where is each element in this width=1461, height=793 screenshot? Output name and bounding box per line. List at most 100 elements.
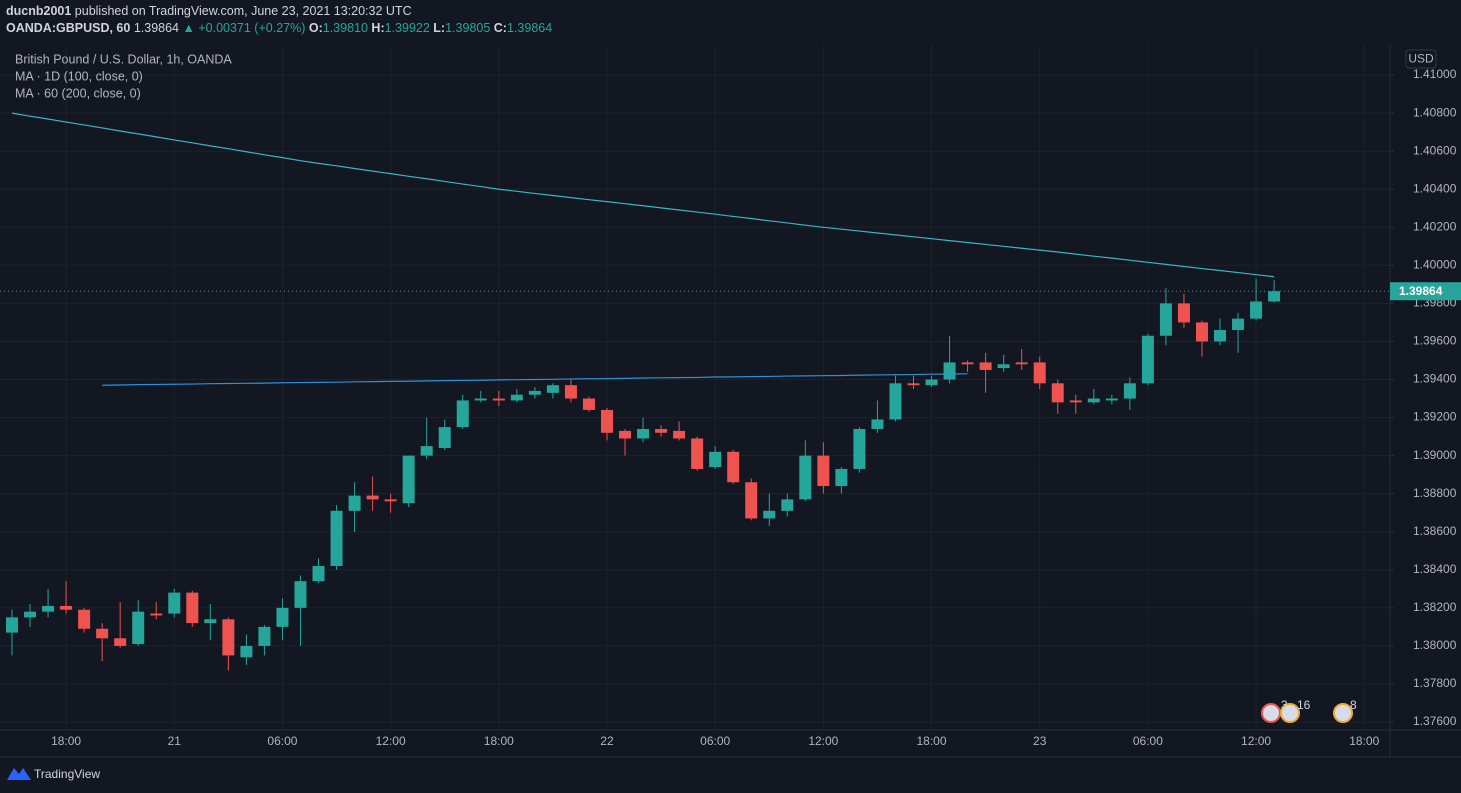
candle-body xyxy=(871,419,884,429)
symbol: OANDA:GBPUSD, 60 xyxy=(6,21,130,35)
candle-body xyxy=(60,605,73,610)
event-count: 16 xyxy=(1297,698,1311,712)
y-tick-label: 1.37600 xyxy=(1413,714,1457,728)
candle-body xyxy=(1250,301,1263,319)
event-icon[interactable] xyxy=(1280,703,1300,723)
last-price-badge xyxy=(1390,282,1461,301)
y-tick-label: 1.39400 xyxy=(1413,372,1457,386)
x-tick-label: 23 xyxy=(1033,734,1047,748)
candle-body xyxy=(1033,362,1046,384)
candle-body xyxy=(312,565,325,582)
y-tick-label: 1.40200 xyxy=(1413,219,1457,233)
event-count: 8 xyxy=(1350,698,1357,712)
publish-line: ducnb2001 published on TradingView.com, … xyxy=(6,4,412,18)
candle-body xyxy=(979,362,992,370)
y-tick-label: 1.40000 xyxy=(1413,258,1457,272)
close: 1.39864 xyxy=(507,21,552,35)
candle-body xyxy=(96,628,109,639)
grid: 1.37600 1.37800 1.38000 1.38200 1.38400 1.386… xyxy=(0,45,1457,748)
x-tick-label: 18:00 xyxy=(1349,734,1379,748)
open-label: O: xyxy=(309,21,323,35)
candle-body xyxy=(817,455,830,487)
event-icon[interactable] xyxy=(1261,703,1281,723)
candle-body xyxy=(1195,322,1208,342)
ma-line xyxy=(102,373,968,386)
candle-body xyxy=(727,451,740,483)
candle-body xyxy=(673,430,686,439)
legend-entry: MA · 1D (100, close, 0) xyxy=(15,69,143,83)
candle-body xyxy=(492,398,505,401)
candle-body xyxy=(1141,335,1154,384)
candle-body xyxy=(781,499,794,511)
event-count: 3 xyxy=(1281,698,1288,712)
y-tick-label: 1.38600 xyxy=(1413,524,1457,538)
quote-line: OANDA:GBPUSD, 60 1.39864 ▲ +0.00371 (+0.… xyxy=(6,21,552,35)
low-label: L: xyxy=(433,21,445,35)
legend-entry: MA · 60 (200, close, 0) xyxy=(15,86,141,100)
candle-body xyxy=(348,495,361,511)
high-label: H: xyxy=(371,21,384,35)
candle-body xyxy=(420,446,433,456)
candle-body xyxy=(204,619,217,624)
candle-body xyxy=(1268,291,1281,302)
candle-body xyxy=(384,499,397,502)
candle-body xyxy=(240,645,253,658)
candle-body xyxy=(276,607,289,627)
candle-body xyxy=(78,609,91,629)
candle-body xyxy=(114,638,127,646)
y-tick-label: 1.39000 xyxy=(1413,448,1457,462)
candle-body xyxy=(889,383,902,420)
y-tick-label: 1.37800 xyxy=(1413,676,1457,690)
y-tick-label: 1.39200 xyxy=(1413,410,1457,424)
candle-body xyxy=(907,383,920,386)
high: 1.39922 xyxy=(385,21,430,35)
x-tick-label: 18:00 xyxy=(51,734,81,748)
candle-body xyxy=(132,611,145,644)
candle-body xyxy=(853,428,866,469)
last-price: 1.39864 xyxy=(134,21,179,35)
x-tick-label: 12:00 xyxy=(376,734,406,748)
candle-body xyxy=(186,592,199,624)
plot xyxy=(6,278,1281,671)
candle-body xyxy=(997,364,1010,369)
y-tick-label: 1.38800 xyxy=(1413,486,1457,500)
x-tick-label: 21 xyxy=(168,734,182,748)
candle-body xyxy=(294,581,307,608)
candle-body xyxy=(1232,318,1245,331)
footer-brand: TradingView xyxy=(34,767,100,781)
published: published on TradingView.com, June 23, 2… xyxy=(75,4,412,18)
x-tick-label: 06:00 xyxy=(700,734,730,748)
candle-body xyxy=(474,398,487,401)
candle-body xyxy=(637,428,650,439)
y-tick-label: 1.38200 xyxy=(1413,600,1457,614)
x-tick-label: 06:00 xyxy=(267,734,297,748)
candle-body xyxy=(1105,398,1118,401)
candle-body xyxy=(1123,383,1136,399)
footer-logo: TradingView xyxy=(7,767,100,781)
candle-body xyxy=(258,626,271,646)
candle-body xyxy=(763,510,776,519)
candle-body xyxy=(456,400,469,428)
candle-body xyxy=(745,482,758,519)
candle-body xyxy=(1069,400,1082,403)
candle-body xyxy=(366,495,379,500)
currency: USD xyxy=(1408,52,1434,66)
candle-body xyxy=(655,428,668,433)
logo-icon xyxy=(7,768,31,780)
close-label: C: xyxy=(494,21,507,35)
candle-body xyxy=(835,468,848,487)
event-icon[interactable] xyxy=(1333,703,1353,723)
candle-body xyxy=(6,617,18,633)
candle-body xyxy=(691,438,704,469)
low: 1.39805 xyxy=(445,21,490,35)
y-tick-label: 1.40800 xyxy=(1413,105,1457,119)
candle-body xyxy=(546,385,559,393)
candle-body xyxy=(943,362,956,380)
candle-body xyxy=(1051,383,1064,403)
currency-box[interactable] xyxy=(1405,49,1437,69)
candle-body xyxy=(528,390,541,395)
x-tick-label: 12:00 xyxy=(1241,734,1271,748)
